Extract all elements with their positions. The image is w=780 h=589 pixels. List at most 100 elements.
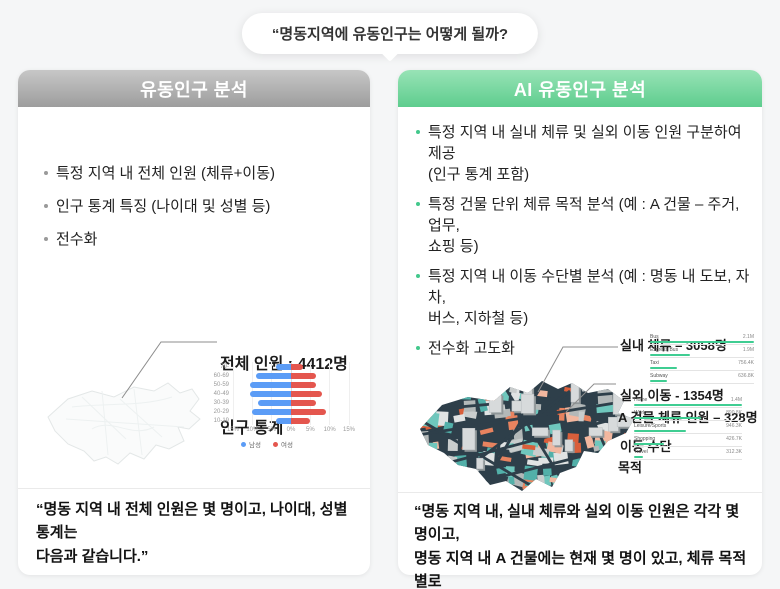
ai-bullet-list: 특정 지역 내 실내 체류 및 실외 이동 인원 구분하여 제공 (인구 통계 …: [414, 122, 752, 368]
pyramid-row-area: [233, 362, 349, 371]
mini-bar: [650, 367, 678, 369]
pyramid-row: 30-39: [205, 398, 365, 407]
bullet-item: 인구 통계 특징 (나이대 및 성별 등): [42, 196, 348, 217]
legacy-panel-body: 특정 지역 내 전체 인원 (체류+이동) 인구 통계 특징 (나이대 및 성별 …: [18, 107, 370, 575]
pyramid-axis-ticks: 15% 10% 5% 0% 5% 10% 15%: [227, 425, 355, 434]
district-boundary: [47, 382, 201, 465]
pyramid-row: 60-69: [205, 371, 365, 380]
city-road: [439, 415, 623, 467]
city-block: [522, 444, 536, 451]
bullet-item: 특정 건물 단위 체류 목적 분석 (예 : A 건물 – 주거, 업무, 쇼핑…: [414, 194, 752, 257]
bullet-text: 특정 지역 내 이동 수단별 분석 (예 : 명동 내 도보, 자차, 버스, …: [428, 268, 750, 327]
building-3d: [441, 469, 453, 479]
purpose-label: 목적: [618, 460, 642, 476]
city-block: [586, 471, 603, 485]
bullet-dot-icon: [416, 202, 420, 206]
question-text: “명동지역에 유동인구는 어떻게 될까?: [271, 26, 509, 43]
mini-row-label: Home: [634, 397, 648, 403]
male-bar: [250, 381, 291, 388]
district-inner-roads: [65, 388, 185, 456]
city-block: [593, 466, 608, 481]
male-bar: [275, 417, 291, 424]
mini-row-value: 426.7K: [726, 436, 742, 442]
pyramid-rows: 70- 60-69 50-59 40-49 30-39 20-29 10-19: [205, 362, 365, 425]
age-group-label: 10-19: [213, 417, 229, 424]
female-bar: [291, 417, 311, 424]
pyramid-row: 20-29: [205, 407, 365, 416]
female-bar: [291, 381, 317, 388]
building-shadow: [450, 469, 460, 479]
age-group-label: 40-49: [213, 390, 229, 397]
female-bar: [291, 399, 317, 406]
bullet-item: 특정 지역 내 전체 인원 (체류+이동): [42, 163, 348, 184]
axis-tick-label: 10%: [323, 427, 336, 433]
city-block: [581, 368, 598, 375]
building-shadow: [443, 471, 455, 481]
male-bar: [250, 390, 291, 397]
city-block: [486, 365, 499, 379]
city-road: [421, 419, 531, 487]
city-block: [574, 381, 594, 387]
city-block: [584, 452, 600, 469]
mini-row-value: 312.3K: [726, 449, 742, 455]
mini-row-value: 1.4M: [730, 397, 742, 403]
population-pyramid-chart: 70- 60-69 50-59 40-49 30-39 20-29 10-19 15% 10% 5…: [205, 362, 365, 449]
mini-row-line: Taxi 756.4K: [650, 360, 754, 366]
age-group-label: 50-59: [213, 381, 229, 388]
mini-row-line: Travel 312.3K: [634, 449, 742, 455]
city-block: [577, 365, 595, 378]
pyramid-row-area: [233, 389, 349, 398]
city-block: [425, 381, 433, 384]
city-block: [514, 488, 521, 491]
ai-panel-header: AI 유동인구 분석: [398, 70, 762, 107]
axis-tick-label: 15%: [226, 427, 240, 433]
legend-swatch-icon: [272, 441, 278, 447]
city-block: [420, 459, 422, 471]
bullet-text: 특정 지역 내 전체 인원 (체류+이동): [56, 165, 275, 182]
city-block: [584, 435, 595, 449]
building-3d: [564, 439, 573, 452]
legend-item: 남성: [241, 439, 261, 449]
mini-row-label: Travel: [634, 449, 648, 455]
city-block: [578, 381, 587, 384]
city-block: [442, 391, 458, 398]
mini-bar: [634, 404, 742, 406]
age-group-label: 20-29: [213, 408, 229, 415]
axis-tick-label: 15%: [342, 427, 356, 433]
bullet-dot-icon: [416, 274, 420, 278]
legend-swatch-icon: [241, 441, 246, 447]
ai-analysis-panel: AI 유동인구 분석 특정 지역 내 실내 체류 및 실외 이동 인원 구분하여…: [398, 70, 762, 589]
mini-row-line: Express Bus 1.9M: [650, 347, 754, 353]
mini-row-label: Taxi: [650, 360, 659, 366]
mini-table-row: Home 1.4M: [634, 397, 742, 408]
city-block: [465, 385, 474, 396]
mini-row-value: 2.1M: [742, 334, 754, 340]
city-block: [597, 388, 613, 405]
building-3d: [523, 381, 533, 397]
gridline: [329, 362, 331, 425]
mini-bar: [634, 430, 686, 432]
mini-bar-track: [634, 456, 742, 460]
city-block: [498, 455, 512, 463]
axis-tick-label: 5%: [305, 427, 315, 433]
city-block: [555, 480, 573, 491]
male-bar: [258, 399, 291, 406]
bullet-item: 전수화: [42, 229, 348, 250]
legend-label: 여성: [280, 442, 293, 449]
building-3d: [488, 393, 502, 413]
pyramid-row-area: [233, 416, 349, 425]
city-block: [450, 468, 459, 481]
mini-row-value: 636.8K: [738, 373, 754, 379]
female-bar: [291, 363, 303, 370]
left-divider: [18, 488, 370, 489]
mini-bar-track: [650, 367, 754, 371]
mini-bar: [650, 341, 754, 343]
mini-bar: [634, 443, 665, 445]
mini-bar: [634, 417, 701, 419]
mini-bar-track: [634, 404, 742, 408]
mini-table-row: Express Bus 1.9M: [650, 347, 754, 358]
mini-bar-track: [634, 443, 742, 447]
city-block: [468, 363, 483, 375]
city-block: [576, 479, 590, 488]
mini-row-line: Home 1.4M: [634, 397, 742, 403]
